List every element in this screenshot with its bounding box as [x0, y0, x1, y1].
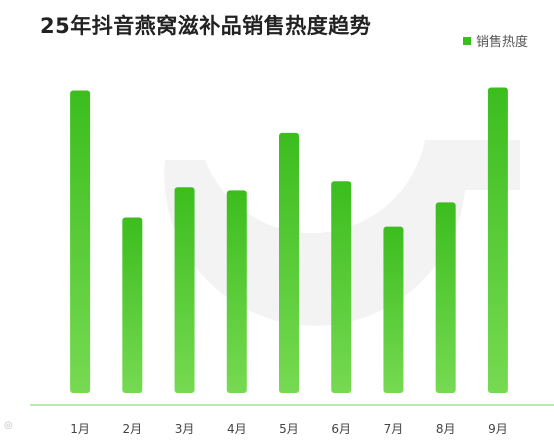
- bar-8: [435, 202, 456, 393]
- x-tick-label: 5月: [279, 422, 299, 436]
- watermark-logo: ◎: [4, 420, 13, 431]
- bar-9: [487, 87, 508, 393]
- x-tick-label: 2月: [123, 422, 143, 436]
- bar-7: [383, 226, 404, 393]
- x-tick-label: 1月: [70, 422, 90, 436]
- x-tick-label: 4月: [227, 422, 247, 436]
- bar-4: [226, 190, 247, 393]
- chart-title: 25年抖音燕窝滋补品销售热度趋势: [40, 14, 372, 38]
- x-tick-label: 3月: [175, 422, 195, 436]
- legend-swatch: [462, 36, 471, 45]
- legend-label: 销售热度: [475, 35, 528, 50]
- x-tick-label: 8月: [436, 422, 456, 436]
- chart-legend: 销售热度: [462, 31, 528, 50]
- x-tick-label: 7月: [384, 422, 404, 436]
- bar-3: [174, 187, 195, 393]
- bar-5: [279, 132, 299, 393]
- bar-1: [70, 90, 91, 393]
- bar-2: [122, 217, 143, 393]
- bar-6: [331, 181, 352, 393]
- x-tick-label: 6月: [331, 422, 351, 436]
- x-tick-label: 9月: [488, 422, 508, 436]
